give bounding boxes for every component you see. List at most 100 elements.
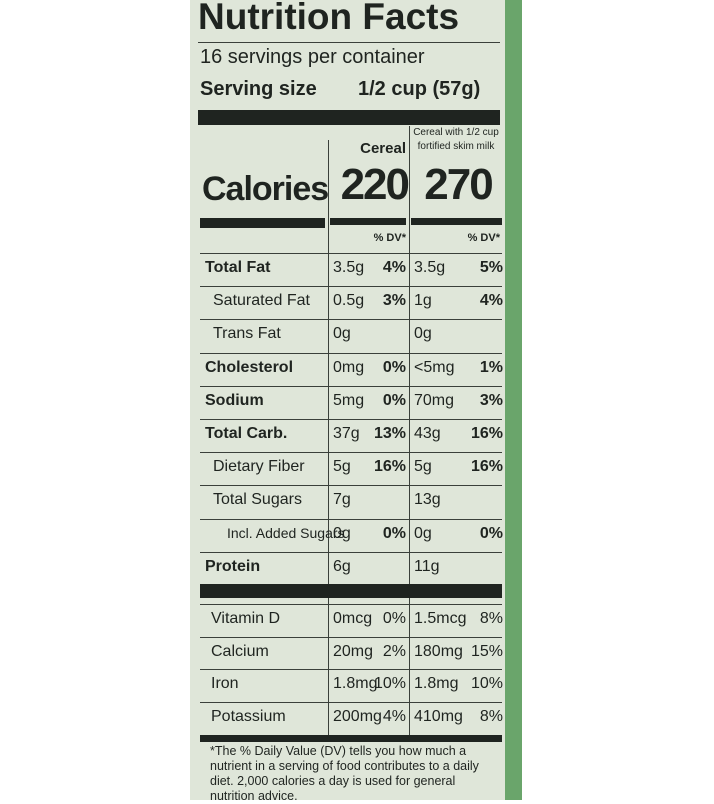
amount: 0.5g bbox=[333, 292, 365, 310]
amount: 0g bbox=[333, 524, 351, 542]
nutrient-name: Potassium bbox=[211, 708, 286, 726]
row-rule bbox=[200, 452, 502, 454]
amount: 410mg bbox=[414, 708, 463, 726]
servings: 16 servings per container bbox=[200, 46, 425, 68]
amount: 37g bbox=[333, 425, 360, 442]
daily-value: 4% bbox=[382, 708, 406, 726]
dv-head: % DV* bbox=[373, 232, 406, 244]
thick-rule bbox=[198, 110, 500, 125]
row-rule bbox=[200, 702, 502, 704]
amount: 5g bbox=[333, 458, 351, 476]
calories: 220 bbox=[340, 160, 410, 209]
nutrient-name: Saturated Fat bbox=[213, 292, 310, 310]
row-rule bbox=[200, 604, 502, 605]
thick-rule bbox=[200, 735, 502, 742]
daily-value: 8% bbox=[479, 708, 503, 726]
amount: 5mg bbox=[333, 391, 365, 409]
daily-value: 1% bbox=[479, 358, 503, 376]
nutrient-name: Total Carb. bbox=[205, 425, 288, 442]
amount: 6g bbox=[333, 557, 351, 575]
amount: 3.5g bbox=[333, 259, 365, 276]
serving-size-value: 1/2 cup (57g) bbox=[358, 78, 481, 100]
calories: 270 bbox=[424, 160, 493, 209]
daily-value: 0% bbox=[382, 391, 406, 409]
amount: 13g bbox=[414, 491, 441, 509]
label-panel bbox=[190, 0, 520, 800]
daily-value: 3% bbox=[479, 391, 503, 409]
daily-value: 4% bbox=[479, 292, 503, 310]
amount: 0g bbox=[414, 325, 432, 343]
daily-value: 10% bbox=[373, 675, 406, 693]
amount: 1.5mcg bbox=[414, 610, 467, 627]
row-rule bbox=[200, 286, 502, 288]
amount: 7g bbox=[333, 491, 351, 509]
row-rule bbox=[200, 485, 502, 487]
nutrient-name: Incl. Added Sugars bbox=[227, 524, 345, 541]
row-rule bbox=[200, 636, 502, 638]
column-head: Cereal with 1/2 cup fortified skim milk bbox=[413, 127, 499, 152]
row-rule bbox=[200, 669, 502, 671]
amount: 180mg bbox=[414, 642, 463, 660]
amount: 43g bbox=[414, 425, 441, 442]
column-rule bbox=[328, 140, 329, 740]
row-rule bbox=[200, 253, 502, 254]
column-rule bbox=[409, 126, 410, 740]
column-head: Cereal bbox=[360, 140, 406, 157]
daily-value: 0% bbox=[382, 358, 406, 376]
amount: 70mg bbox=[414, 391, 455, 409]
nutrient-name: Cholesterol bbox=[205, 358, 294, 376]
amount: 11g bbox=[414, 557, 440, 575]
nutrient-name: Total Fat bbox=[205, 259, 271, 276]
thick-rule bbox=[200, 218, 325, 228]
daily-value: 3% bbox=[382, 292, 406, 310]
amount: 3.5g bbox=[414, 259, 446, 276]
amount: <5mg bbox=[414, 358, 455, 376]
nutrient-name: Total Sugars bbox=[213, 491, 302, 509]
row-rule bbox=[200, 551, 502, 553]
daily-value: 0% bbox=[382, 524, 406, 542]
nutrient-name: Protein bbox=[205, 557, 261, 575]
row-rule bbox=[200, 319, 502, 321]
daily-value: 16% bbox=[470, 458, 503, 476]
nutrient-name: Vitamin D bbox=[211, 610, 281, 627]
daily-value: 0% bbox=[479, 524, 503, 542]
row-rule bbox=[200, 352, 502, 354]
daily-value: 15% bbox=[470, 642, 503, 660]
row-rule bbox=[200, 419, 502, 420]
amount: 0mg bbox=[333, 358, 365, 376]
nutrient-name: Iron bbox=[211, 675, 239, 693]
thick-rule bbox=[200, 584, 502, 598]
amount: 1g bbox=[414, 292, 432, 310]
title: Nutrition Facts bbox=[198, 0, 460, 37]
row-rule bbox=[200, 518, 502, 520]
serving-size-label: Serving size bbox=[200, 78, 317, 100]
dv-head: % DV* bbox=[467, 232, 500, 244]
nutrient-name: Calcium bbox=[211, 642, 269, 660]
thick-rule bbox=[330, 218, 406, 225]
nutrient-name: Dietary Fiber bbox=[213, 458, 305, 476]
footnote: *The % Daily Value (DV) tells you how mu… bbox=[210, 744, 479, 803]
thick-rule bbox=[411, 218, 502, 225]
daily-value: 10% bbox=[470, 675, 503, 693]
amount: 1.8mg bbox=[414, 675, 459, 693]
rule bbox=[198, 42, 500, 43]
amount: 0mcg bbox=[333, 610, 373, 627]
daily-value: 8% bbox=[479, 610, 503, 627]
daily-value: 13% bbox=[373, 425, 406, 442]
daily-value: 16% bbox=[470, 425, 503, 442]
daily-value: 5% bbox=[479, 259, 503, 276]
nutrient-name: Sodium bbox=[205, 391, 264, 409]
amount: 5g bbox=[414, 458, 432, 476]
amount: 0g bbox=[333, 325, 351, 343]
row-rule bbox=[200, 385, 502, 387]
daily-value: 2% bbox=[382, 642, 406, 660]
package-edge bbox=[505, 0, 522, 800]
nutrient-name: Trans Fat bbox=[213, 325, 281, 343]
daily-value: 16% bbox=[373, 458, 406, 476]
amount: 20mg bbox=[333, 642, 374, 660]
amount: 0g bbox=[414, 524, 432, 542]
daily-value: 0% bbox=[382, 610, 406, 627]
calories-label: Calories bbox=[202, 170, 329, 208]
amount: 200mg bbox=[333, 708, 382, 726]
